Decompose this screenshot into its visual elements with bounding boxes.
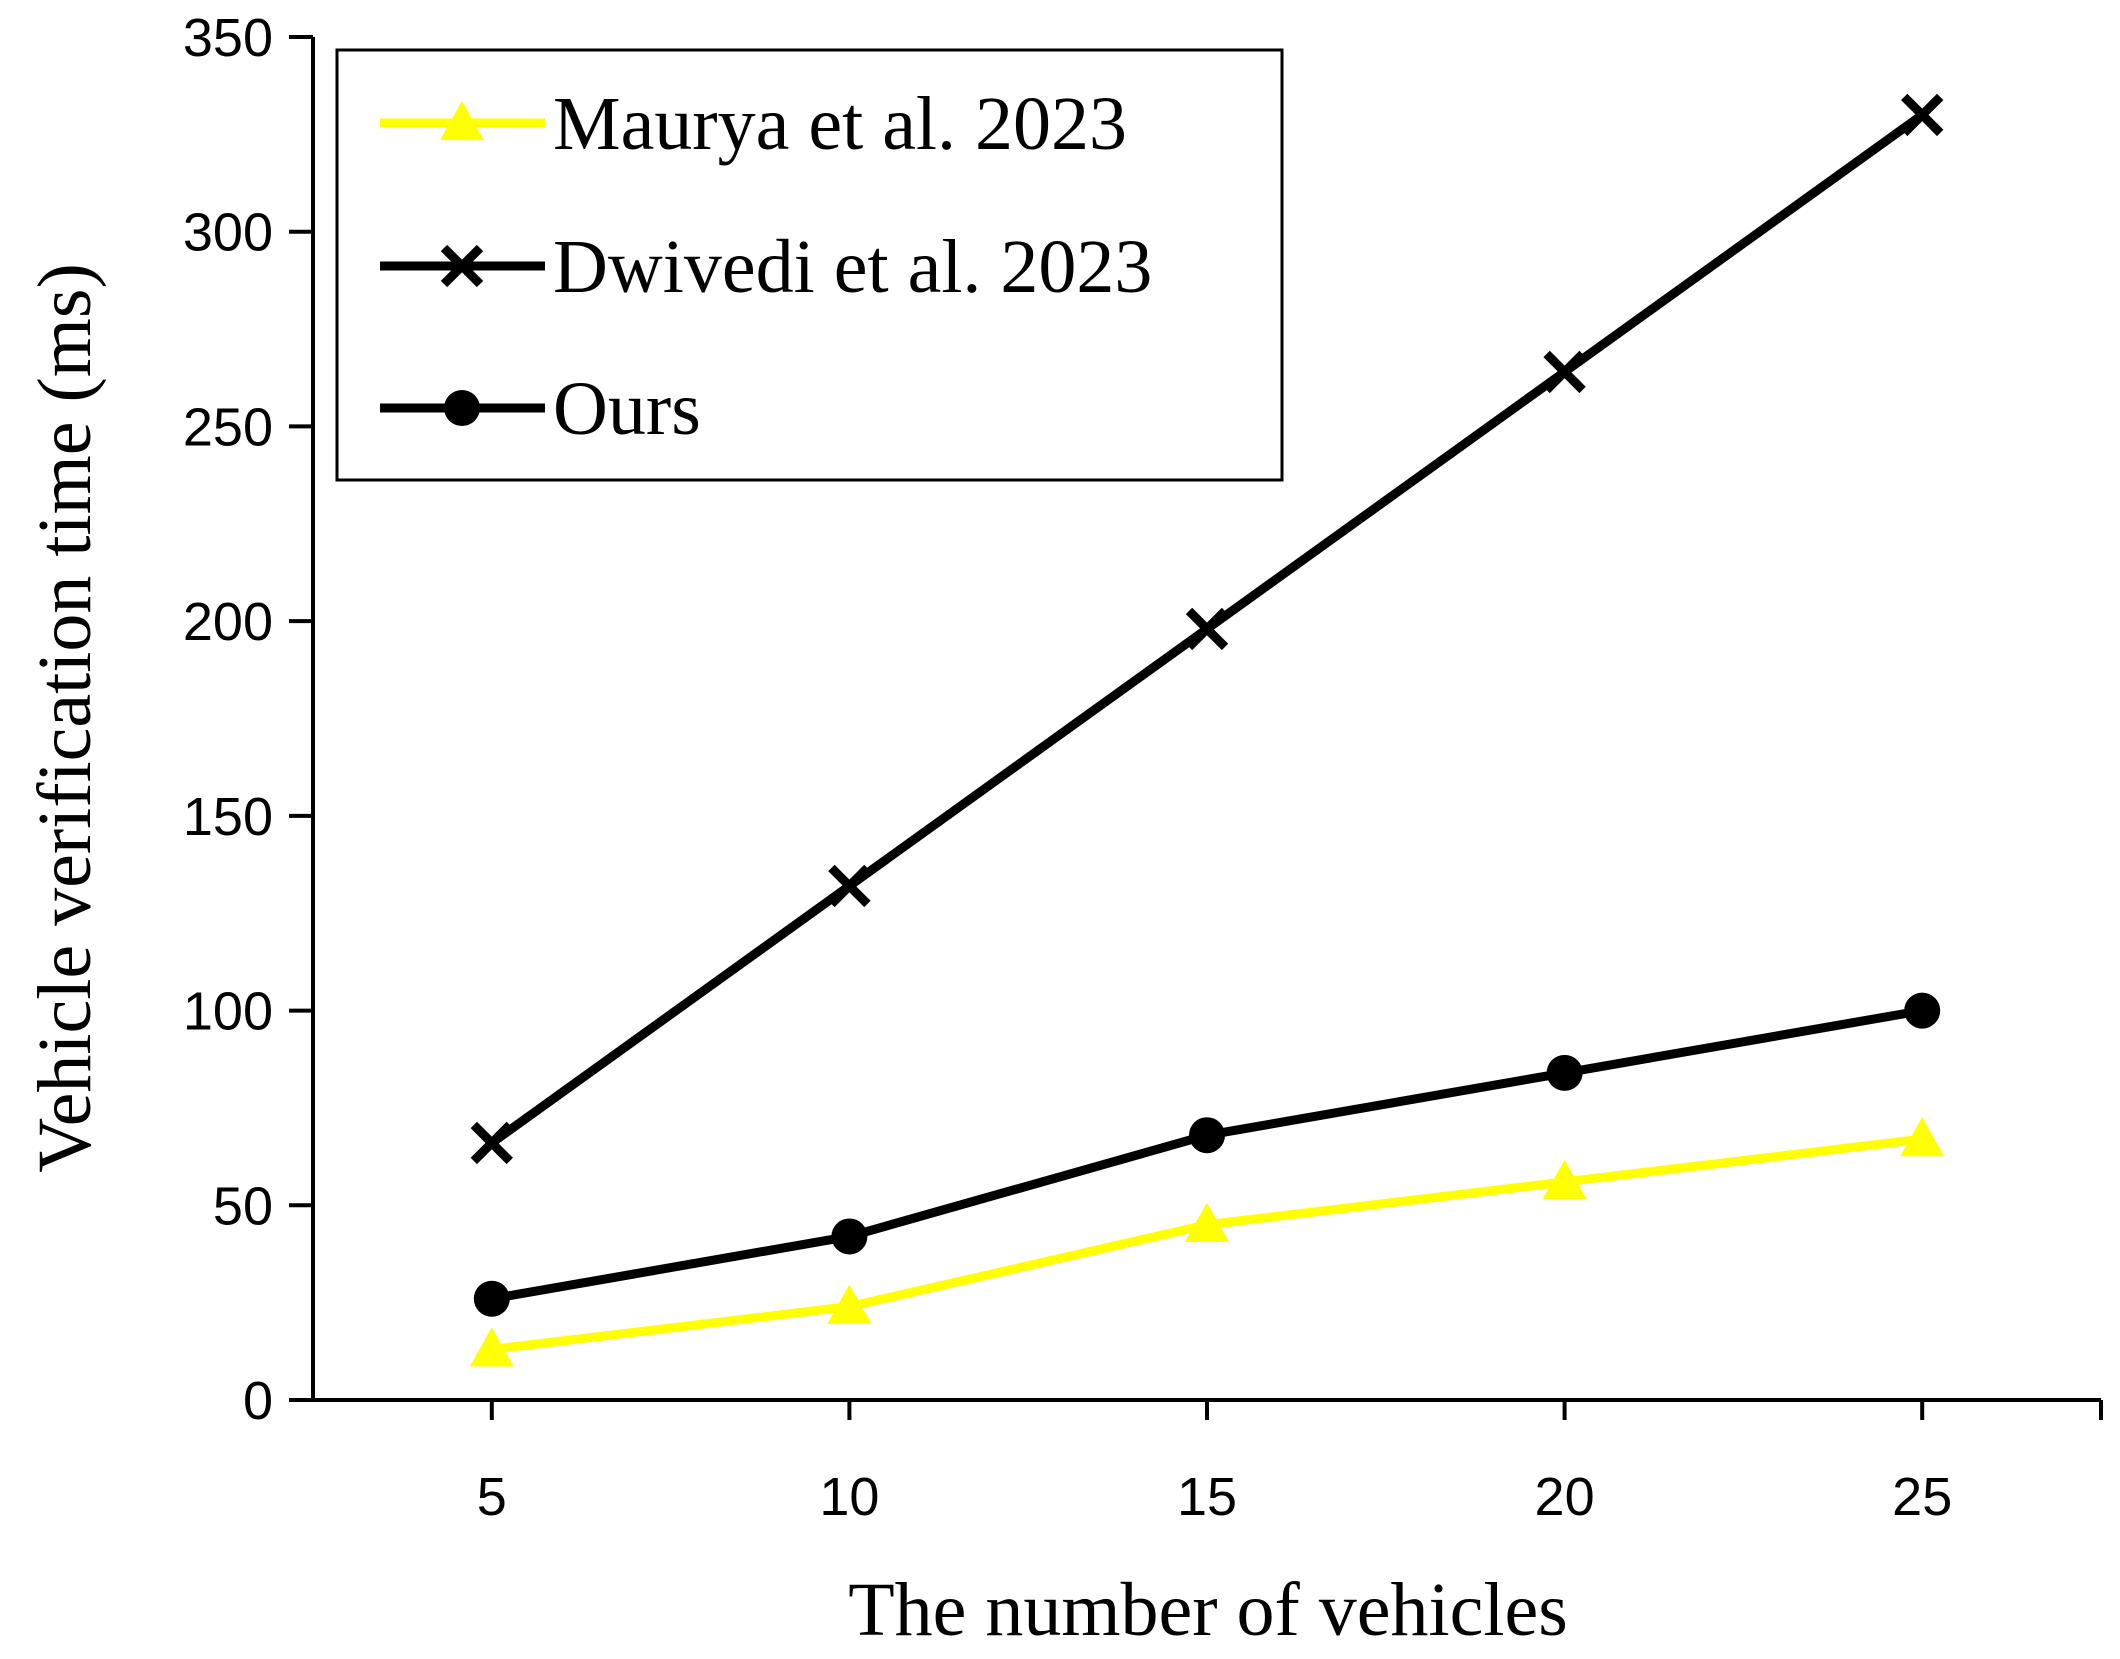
x-tick-label: 10: [819, 1467, 879, 1527]
y-tick-label: 0: [243, 1371, 273, 1431]
ticks: 0 50 100 150 200 250 300 350 5 10 15 20 25: [183, 8, 1952, 1527]
data-point: [470, 1121, 513, 1165]
data-point: [1189, 1117, 1225, 1154]
data-point: [827, 1284, 872, 1324]
data-point: [1542, 1159, 1587, 1200]
y-tick-label: 200: [183, 592, 273, 652]
legend-item: Ours: [380, 367, 701, 451]
x-tick-label: 15: [1177, 1467, 1237, 1527]
legend-label: Ours: [553, 367, 701, 451]
data-point: [473, 1280, 510, 1317]
series-0: [469, 1117, 1945, 1367]
x-marker-stroke: [1185, 607, 1229, 651]
legend-marker: [440, 101, 484, 141]
x-marker-stroke: [828, 864, 871, 908]
data-point: [1901, 93, 1944, 137]
data-point: [1546, 1054, 1583, 1091]
legend-label: Dwivedi et al. 2023: [553, 225, 1152, 309]
x-tick-label: 5: [477, 1467, 507, 1527]
series-line: [491, 1134, 1923, 1354]
x-tick-label: 20: [1535, 1467, 1595, 1527]
data-point: [1185, 1202, 1229, 1242]
x-tick-label: 25: [1892, 1467, 1952, 1527]
y-tick-label: 300: [183, 203, 273, 263]
x-marker-stroke: [470, 1121, 513, 1165]
data-point: [1900, 1117, 1945, 1157]
legend-marker: [440, 244, 484, 288]
legend-marker: [444, 390, 480, 426]
series-layer: [469, 93, 1945, 1367]
y-tick-label: 250: [183, 397, 273, 457]
data-point: [831, 1218, 868, 1255]
series-1: [470, 93, 1944, 1165]
data-point: [1543, 350, 1586, 394]
x-marker-stroke: [440, 244, 484, 288]
data-point: [1904, 992, 1941, 1029]
y-tick-label: 150: [183, 787, 273, 847]
data-point: [828, 864, 871, 908]
x-marker-stroke: [1543, 350, 1586, 394]
y-tick-label: 350: [183, 8, 273, 68]
data-point: [1185, 607, 1229, 651]
y-axis-title: Vehicle verification time (ms): [23, 263, 107, 1173]
legend: Maurya et al. 2023 Dwivedi et al. 2023 Our…: [335, 48, 1284, 482]
series-line: [491, 1006, 1923, 1304]
data-point: [469, 1327, 514, 1367]
x-marker-stroke: [1901, 93, 1944, 137]
axes: [289, 37, 2103, 1420]
legend-item: Dwivedi et al. 2023: [380, 225, 1152, 309]
legend-item: Maurya et al. 2023: [380, 82, 1127, 166]
series-2: [473, 992, 1941, 1317]
y-tick-label: 50: [213, 1176, 273, 1236]
legend-label: Maurya et al. 2023: [553, 82, 1127, 166]
y-tick-label: 100: [183, 982, 273, 1042]
x-axis-title: The number of vehicles: [848, 1568, 1568, 1652]
